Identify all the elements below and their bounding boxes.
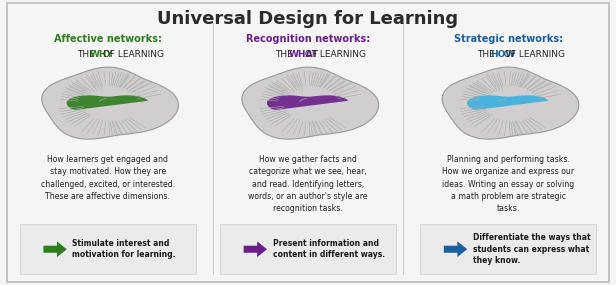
- Text: THE: THE: [77, 50, 97, 59]
- FancyBboxPatch shape: [20, 224, 196, 274]
- Text: Strategic networks:: Strategic networks:: [453, 34, 563, 44]
- FancyBboxPatch shape: [7, 3, 609, 282]
- Text: Differentiate the ways that
students can express what
they know.: Differentiate the ways that students can…: [473, 233, 590, 265]
- Text: Present information and
content in different ways.: Present information and content in diffe…: [273, 239, 385, 259]
- Text: How we gather facts and
categorize what we see, hear,
and read. Identifying lett: How we gather facts and categorize what …: [248, 155, 368, 213]
- Text: THE: THE: [275, 50, 296, 59]
- Text: Recognition networks:: Recognition networks:: [246, 34, 370, 44]
- Text: OF LEARNING: OF LEARNING: [100, 50, 164, 59]
- Polygon shape: [267, 95, 348, 110]
- Text: WHY: WHY: [90, 50, 114, 59]
- Text: WHAT: WHAT: [288, 50, 318, 59]
- Text: THE: THE: [477, 50, 498, 59]
- Polygon shape: [442, 67, 579, 139]
- Text: Universal Design for Learning: Universal Design for Learning: [158, 10, 458, 28]
- Text: How learners get engaged and
stay motivated. How they are
challenged, excited, o: How learners get engaged and stay motiva…: [41, 155, 175, 201]
- Text: Planning and performing tasks.
How we organize and express our
ideas. Writing an: Planning and performing tasks. How we or…: [442, 155, 574, 213]
- Polygon shape: [244, 241, 267, 257]
- Text: OF LEARNING: OF LEARNING: [501, 50, 564, 59]
- Text: OF LEARNING: OF LEARNING: [302, 50, 366, 59]
- Text: HOW: HOW: [490, 50, 516, 59]
- Text: Affective networks:: Affective networks:: [54, 34, 162, 44]
- Polygon shape: [42, 67, 179, 139]
- Polygon shape: [444, 241, 468, 257]
- Polygon shape: [467, 95, 548, 110]
- Polygon shape: [43, 241, 67, 257]
- Text: Stimulate interest and
motivation for learning.: Stimulate interest and motivation for le…: [73, 239, 176, 259]
- FancyBboxPatch shape: [221, 224, 396, 274]
- Polygon shape: [67, 95, 148, 110]
- Polygon shape: [242, 67, 379, 139]
- FancyBboxPatch shape: [421, 224, 596, 274]
